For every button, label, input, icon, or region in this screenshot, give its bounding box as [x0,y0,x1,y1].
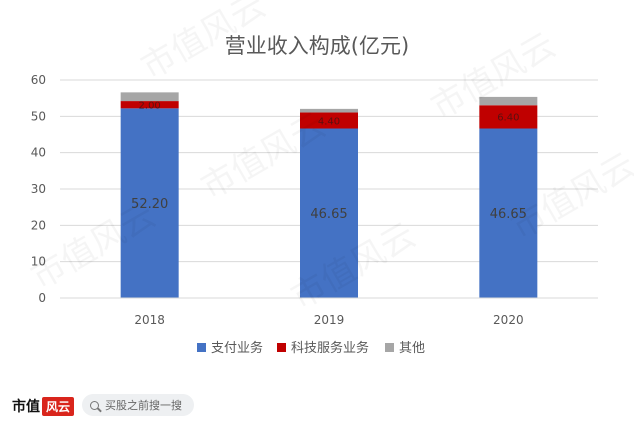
y-tick-label: 0 [38,291,46,305]
bar-segment-支付业务 [300,128,358,298]
x-tick-label: 2019 [314,313,345,327]
brand-mark: 风云 [42,396,75,416]
legend: 支付业务 科技服务业务 其他 [197,340,425,356]
y-tick-label: 10 [31,255,46,269]
chart-title: 营业收入构成(亿元) [225,34,409,58]
legend-label: 科技服务业务 [291,340,369,356]
bar-segment-科技服务业务 [120,101,179,109]
data-label: 46.65 [490,207,527,222]
y-tick-label: 20 [31,218,46,232]
bars: 52.20 2.00 46.65 4.40 46.65 6.40 [120,92,538,298]
bar-segment-其他 [120,92,179,102]
bar-segment-科技服务业务 [300,112,358,129]
legend-label: 支付业务 [211,340,263,356]
x-tick-label: 2020 [493,313,524,327]
brand-logo: 市值 风云 [12,396,75,416]
data-label: 52.20 [131,197,168,212]
search-bar[interactable]: 买股之前搜一搜 [82,394,194,416]
data-label: 4.40 [318,116,340,127]
search-placeholder: 买股之前搜一搜 [105,399,182,412]
bar-segment-支付业务 [120,108,179,298]
y-tick-label: 30 [31,182,46,196]
legend-swatch [277,343,286,352]
y-tick-label: 40 [31,146,46,160]
legend-label: 其他 [399,341,425,356]
revenue-composition-chart: 营业收入构成(亿元) 0 10 20 30 40 50 60 52.20 2.00 46.65 4… [25,0,634,356]
x-axis: 2018 2019 2020 [60,297,598,327]
footer-bar: 市值 风云 买股之前搜一搜 [0,388,634,426]
brand-text: 市值 [12,399,40,415]
legend-swatch [385,343,394,352]
data-label: 2.00 [139,101,161,112]
bar-segment-支付业务 [479,128,538,298]
data-label: 6.40 [497,113,519,124]
y-tick-label: 60 [31,73,46,87]
bar-segment-科技服务业务 [479,105,538,129]
bar-segment-其他 [479,96,538,106]
x-tick-label: 2018 [134,313,165,327]
y-axis: 0 10 20 30 40 50 60 [31,73,46,305]
search-icon [90,400,99,410]
bar-segment-其他 [300,108,358,113]
y-tick-label: 50 [31,109,46,123]
data-label: 46.65 [310,207,347,222]
legend-swatch [197,343,206,352]
